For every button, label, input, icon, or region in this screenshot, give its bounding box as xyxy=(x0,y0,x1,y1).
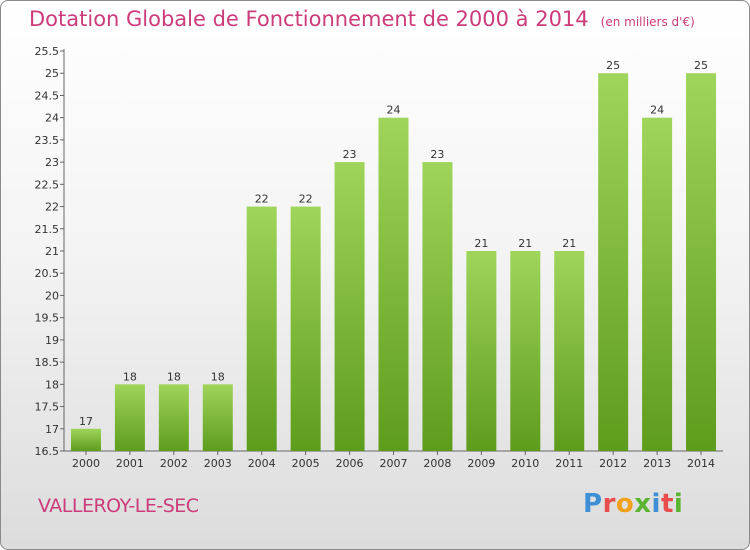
bar xyxy=(466,251,497,451)
x-tick-label: 2006 xyxy=(336,457,364,470)
logo-letter: r xyxy=(602,489,616,519)
x-tick-label: 2011 xyxy=(555,457,583,470)
y-tick-label: 23 xyxy=(45,156,59,169)
bar xyxy=(378,117,409,452)
x-tick-label: 2002 xyxy=(160,457,188,470)
y-tick-label: 21 xyxy=(45,245,59,258)
bar xyxy=(598,73,629,451)
x-tick-label: 2000 xyxy=(72,457,100,470)
logo-letter: x xyxy=(634,489,652,519)
y-tick-label: 24.5 xyxy=(35,89,60,102)
bar-value-label: 18 xyxy=(167,370,181,383)
bar-value-label: 24 xyxy=(650,104,664,117)
bar-value-label: 25 xyxy=(606,59,620,72)
y-tick-label: 22.5 xyxy=(35,178,60,191)
unit-label: (en milliers d'€) xyxy=(600,15,695,29)
bar-value-label: 21 xyxy=(562,237,576,250)
y-tick-label: 24 xyxy=(45,112,59,125)
bar xyxy=(334,162,365,451)
bar-value-label: 22 xyxy=(299,193,313,206)
bar-value-label: 18 xyxy=(123,370,137,383)
y-tick-label: 25 xyxy=(45,67,59,80)
bar xyxy=(422,162,453,451)
commune-name: VALLEROY-LE-SEC xyxy=(38,495,199,517)
y-tick-label: 25.5 xyxy=(35,45,60,58)
bar xyxy=(510,251,541,451)
x-tick-label: 2005 xyxy=(292,457,320,470)
x-tick-label: 2010 xyxy=(511,457,539,470)
y-tick-label: 20 xyxy=(45,289,59,302)
bar-value-label: 21 xyxy=(518,237,532,250)
logo-letter: i xyxy=(673,489,684,519)
bar xyxy=(246,206,277,451)
y-tick-label: 23.5 xyxy=(35,134,60,147)
title-text: Dotation Globale de Fonctionnement de 20… xyxy=(29,7,589,31)
y-tick-label: 17.5 xyxy=(35,401,60,414)
bar xyxy=(686,73,717,451)
x-tick-label: 2001 xyxy=(116,457,144,470)
logo-letter: t xyxy=(660,489,674,519)
bar xyxy=(114,384,145,451)
x-tick-label: 2007 xyxy=(380,457,408,470)
y-tick-label: 18 xyxy=(45,378,59,391)
bar xyxy=(158,384,189,451)
bar xyxy=(70,428,101,451)
bar xyxy=(290,206,321,451)
y-tick-label: 18.5 xyxy=(35,356,60,369)
bar-value-label: 21 xyxy=(474,237,488,250)
bar-value-label: 24 xyxy=(387,104,401,117)
y-tick-label: 19 xyxy=(45,334,59,347)
bar-value-label: 23 xyxy=(343,148,357,161)
x-tick-label: 2014 xyxy=(687,457,715,470)
x-tick-label: 2012 xyxy=(599,457,627,470)
y-tick-label: 22 xyxy=(45,201,59,214)
y-tick-label: 21.5 xyxy=(35,223,60,236)
bar xyxy=(642,117,673,452)
y-tick-label: 16.5 xyxy=(35,445,60,458)
bar xyxy=(202,384,233,451)
y-tick-label: 19.5 xyxy=(35,312,60,325)
x-tick-label: 2009 xyxy=(467,457,495,470)
logo-letter: P xyxy=(583,489,603,519)
logo-letter: o xyxy=(615,489,635,519)
bar-value-label: 18 xyxy=(211,370,225,383)
x-tick-label: 2008 xyxy=(423,457,451,470)
proxiti-logo: Proxiti xyxy=(583,489,683,519)
bar xyxy=(554,251,585,451)
y-tick-label: 17 xyxy=(45,423,59,436)
bar-value-label: 23 xyxy=(430,148,444,161)
bar-value-label: 17 xyxy=(79,415,93,428)
y-tick-label: 20.5 xyxy=(35,267,60,280)
x-tick-label: 2004 xyxy=(248,457,276,470)
chart-title: Dotation Globale de Fonctionnement de 20… xyxy=(29,7,695,31)
bar-value-label: 25 xyxy=(694,59,708,72)
x-tick-label: 2003 xyxy=(204,457,232,470)
logo-letter: i xyxy=(651,489,661,519)
x-tick-label: 2013 xyxy=(643,457,671,470)
bar-value-label: 22 xyxy=(255,193,269,206)
